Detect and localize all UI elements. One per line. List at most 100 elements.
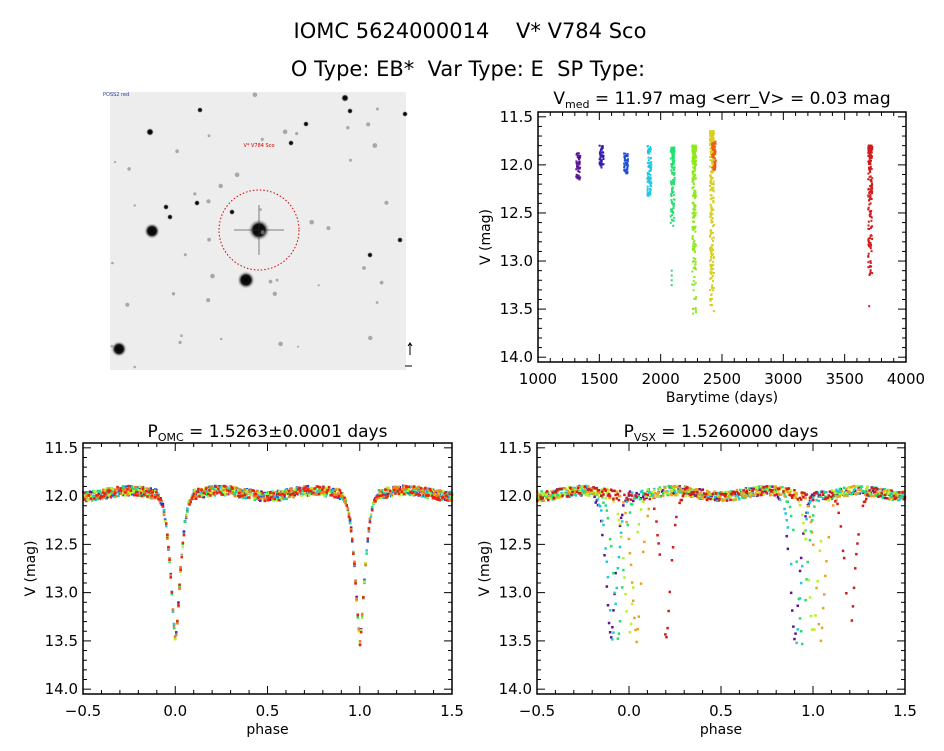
- data-point: [709, 184, 711, 187]
- data-point: [744, 487, 748, 490]
- data-point: [385, 496, 388, 499]
- data-point: [114, 488, 117, 492]
- season-points: [711, 140, 717, 171]
- data-point: [671, 202, 674, 205]
- season-points: [536, 484, 905, 644]
- data-point: [612, 571, 615, 575]
- data-point: [622, 504, 625, 507]
- data-point: [720, 493, 723, 496]
- data-point: [614, 571, 617, 575]
- data-point: [710, 258, 713, 261]
- data-point: [212, 491, 216, 495]
- data-point: [804, 598, 807, 602]
- data-point: [710, 294, 713, 297]
- data-point: [694, 263, 697, 266]
- data-point: [695, 492, 698, 495]
- data-point: [856, 492, 859, 495]
- data-point: [711, 248, 713, 251]
- data-point: [712, 140, 715, 142]
- data-point: [711, 154, 714, 157]
- data-point: [413, 485, 416, 488]
- data-point: [169, 572, 172, 576]
- data-point: [871, 155, 873, 158]
- data-point: [714, 140, 717, 143]
- season-points: [82, 484, 451, 647]
- y-tick-label: 14.0: [45, 680, 78, 698]
- data-point: [866, 493, 869, 496]
- data-point: [605, 585, 609, 588]
- data-point: [714, 168, 716, 171]
- data-point: [601, 489, 604, 492]
- data-point: [624, 162, 627, 165]
- data-point: [285, 497, 289, 501]
- data-point: [798, 569, 802, 573]
- data-point: [697, 496, 700, 500]
- faint-star: [317, 284, 320, 287]
- data-point: [674, 490, 677, 493]
- data-point: [449, 490, 452, 494]
- data-point: [359, 630, 363, 634]
- data-point: [694, 308, 697, 311]
- data-point: [387, 486, 390, 489]
- data-point: [249, 493, 252, 496]
- data-point: [136, 494, 139, 497]
- data-point: [690, 491, 694, 494]
- data-point: [672, 182, 675, 185]
- data-point: [130, 485, 134, 488]
- x-tick-label: 3500: [826, 370, 864, 388]
- data-point: [547, 498, 550, 502]
- data-point: [602, 163, 605, 166]
- data-point: [869, 145, 872, 147]
- data-point: [692, 312, 695, 315]
- data-point: [694, 161, 697, 164]
- data-point: [870, 185, 873, 188]
- faint-star: [366, 122, 371, 127]
- data-point: [759, 488, 762, 491]
- data-point: [828, 490, 832, 493]
- data-point: [691, 157, 694, 160]
- data-point: [635, 640, 638, 644]
- data-point: [632, 599, 635, 602]
- data-point: [151, 491, 155, 494]
- star: [229, 209, 235, 215]
- data-point: [186, 510, 189, 513]
- data-point: [634, 494, 637, 497]
- data-point: [711, 244, 714, 247]
- x-tick-label: 0.0: [617, 702, 641, 720]
- data-point: [179, 566, 182, 569]
- data-point: [659, 488, 663, 491]
- data-point: [579, 176, 582, 179]
- data-point: [710, 268, 713, 271]
- data-point: [304, 486, 307, 489]
- data-point: [868, 244, 871, 247]
- star: [146, 128, 154, 136]
- data-point: [651, 493, 655, 496]
- data-point: [653, 507, 656, 510]
- data-point: [810, 493, 814, 497]
- data-point: [647, 507, 650, 511]
- data-point: [712, 131, 715, 134]
- data-point: [239, 488, 242, 491]
- data-point: [358, 640, 362, 643]
- data-point: [310, 489, 313, 493]
- data-point: [789, 489, 793, 493]
- data-point: [550, 495, 553, 498]
- data-point: [385, 486, 388, 490]
- data-point: [647, 166, 650, 168]
- data-point: [373, 501, 376, 505]
- data-point: [867, 152, 870, 155]
- data-point: [448, 499, 451, 502]
- data-point: [571, 490, 574, 494]
- data-point: [577, 170, 580, 172]
- data-point: [576, 155, 579, 158]
- data-point: [716, 497, 719, 501]
- data-point: [599, 153, 602, 156]
- data-point: [332, 487, 335, 491]
- data-point: [192, 492, 196, 495]
- data-point: [713, 498, 717, 502]
- data-point: [674, 523, 677, 527]
- data-point: [253, 498, 257, 502]
- data-point: [694, 212, 697, 215]
- data-point: [680, 489, 684, 492]
- data-point: [335, 494, 338, 497]
